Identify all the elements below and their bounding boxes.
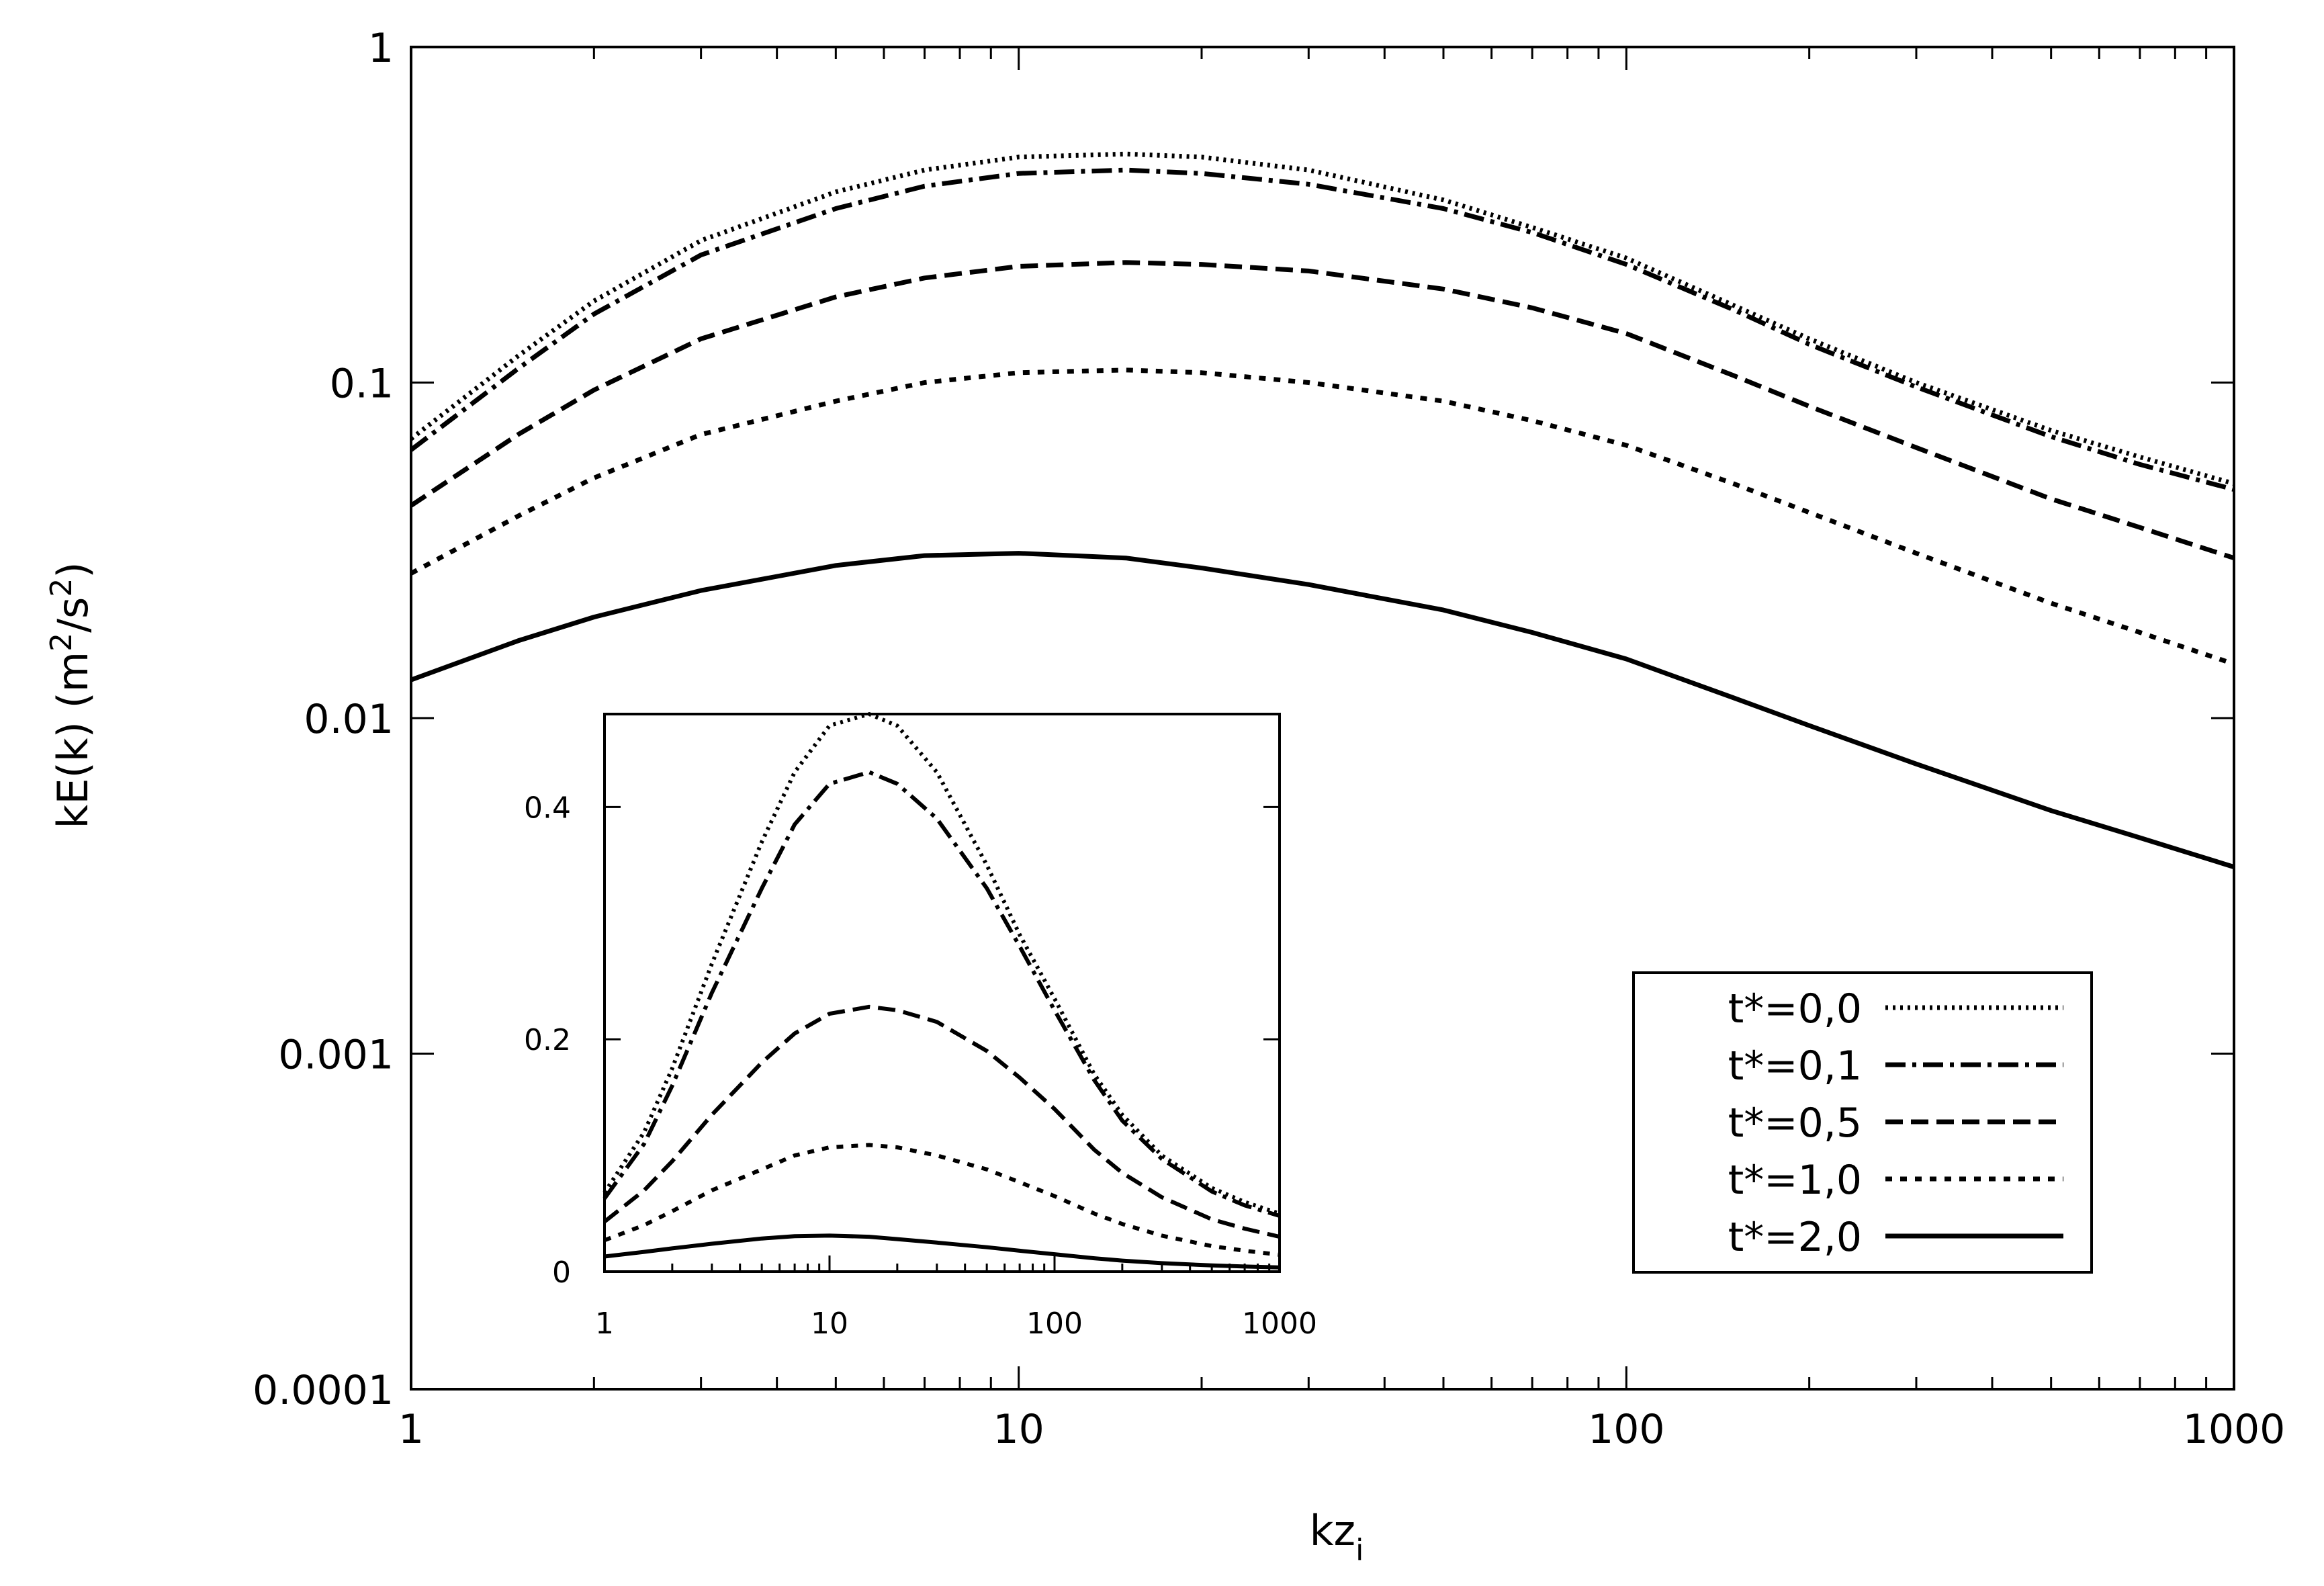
series-line-t--0-1 <box>409 167 2235 492</box>
x-tick-label: 1000 <box>2183 1406 2286 1453</box>
series-line-t--0-5 <box>410 260 2235 561</box>
x-tick-label: 1 <box>398 1406 424 1453</box>
series-line-t--0-0 <box>409 151 2235 486</box>
inset-x-tick-label: 100 <box>1026 1307 1083 1341</box>
legend-label: t*=0,5 <box>1728 1100 1862 1147</box>
legend-label: t*=2,0 <box>1728 1214 1862 1261</box>
legend-label: t*=0,0 <box>1728 985 1862 1032</box>
inset-plot-border <box>603 713 1281 1273</box>
inset-series-line-t--0-1 <box>602 770 1280 1218</box>
y-tick-label: 0.01 <box>304 696 394 743</box>
x-tick-label: 10 <box>993 1406 1044 1453</box>
inset-x-tick-label: 1000 <box>1242 1307 1317 1341</box>
inset-series-line-t--0-5 <box>603 1004 1280 1239</box>
inset-x-tick-label: 1 <box>595 1307 614 1341</box>
x-tick-label: 100 <box>1588 1406 1665 1453</box>
y-tick-label: 0.001 <box>278 1032 394 1079</box>
x-axis-label: kzi <box>1310 1506 1364 1567</box>
inset-series-line-t--1-0 <box>603 1143 1280 1257</box>
inset-plot: 1 10 100 1000 0 0.2 0.4 <box>524 712 1317 1341</box>
legend-label: t*=1,0 <box>1728 1157 1862 1204</box>
y-tick-label: 0.1 <box>330 361 394 408</box>
legend: t*=0,0 t*=0,1 t*=0,5 t*=1,0 t*=2,0 <box>1632 971 2093 1274</box>
inset-series-line-t--0-0 <box>602 712 1280 1216</box>
y-axis-label: kE(k) (m2/s2) <box>44 562 97 828</box>
main-series-group <box>409 151 2235 869</box>
inset-y-tick-label: 0.2 <box>524 1023 571 1057</box>
series-line-t--1-0 <box>410 367 2235 666</box>
inset-y-tick-label: 0 <box>552 1255 571 1290</box>
inset-x-tick-label: 10 <box>811 1307 848 1341</box>
legend-label: t*=0,1 <box>1728 1043 1862 1090</box>
inset-y-tick-label: 0.4 <box>524 791 571 825</box>
y-tick-label: 1 <box>368 25 394 72</box>
inset-axis-ticks: 1 10 100 1000 0 0.2 0.4 <box>524 791 1317 1341</box>
series-line-t--2-0 <box>410 551 2235 869</box>
inset-plot-frame <box>603 713 1281 1273</box>
inset-series-group <box>602 712 1280 1270</box>
y-tick-label: 0.0001 <box>253 1367 394 1414</box>
inset-series-line-t--2-0 <box>604 1233 1280 1270</box>
